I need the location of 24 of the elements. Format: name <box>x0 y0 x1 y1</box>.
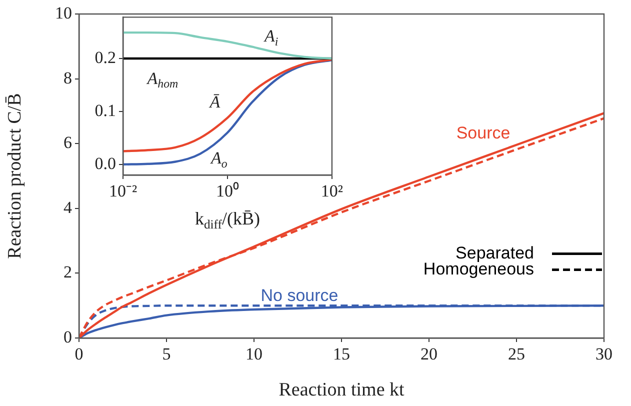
y-tick-label: 4 <box>64 198 72 217</box>
series-label: No source <box>260 286 338 305</box>
x-tick-label: 25 <box>508 344 525 364</box>
line-series <box>123 31 332 60</box>
y-tick-label: 6 <box>64 133 72 152</box>
x-axis-title: Reaction time kt <box>278 380 406 401</box>
y-tick-label: 0.2 <box>94 48 116 67</box>
y-tick-label: 0.0 <box>94 154 116 173</box>
y-tick-label: 0 <box>64 327 72 346</box>
y-axis-title: Reaction product C/B̄ <box>4 93 26 259</box>
x-tick-label: 10² <box>320 182 344 201</box>
series-label: Source <box>456 124 510 143</box>
y-tick-label: 10 <box>55 3 72 22</box>
x-tick-label: 15 <box>333 344 350 364</box>
y-tick-label: 0.1 <box>94 100 116 120</box>
y-tick-label: 8 <box>64 68 72 88</box>
x-tick-label: 20 <box>420 344 438 364</box>
series-label: Ā <box>208 92 221 112</box>
y-tick-label: 2 <box>64 262 72 282</box>
x-tick-label: 30 <box>596 344 612 364</box>
x-tick-label: 10⁻² <box>108 182 138 201</box>
x-tick-label: 10⁰ <box>216 182 239 201</box>
x-tick-label: 5 <box>162 344 171 364</box>
x-tick-label: 10 <box>246 344 262 364</box>
